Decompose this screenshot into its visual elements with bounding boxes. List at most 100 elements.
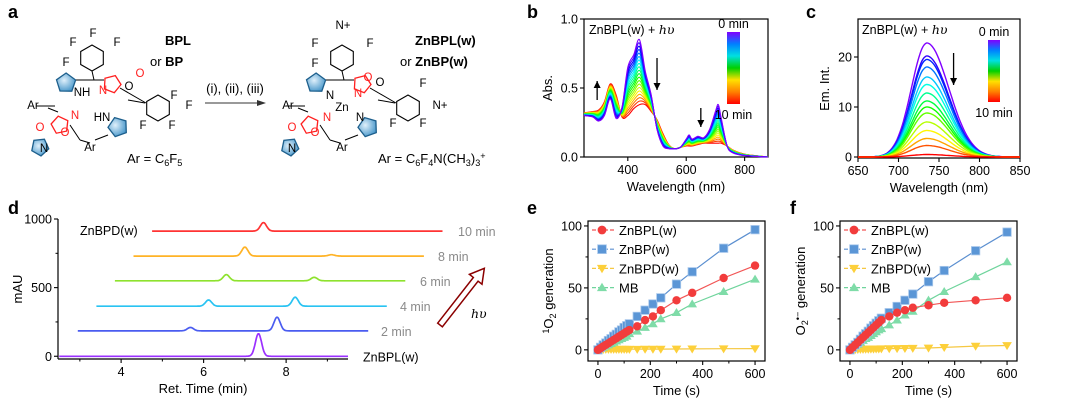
product-ar-definition-part: F: [420, 151, 428, 166]
atom-label: O: [36, 122, 45, 134]
oxazolone-ring: [103, 74, 122, 94]
marker-circle: [1002, 293, 1012, 303]
atom-label: F: [62, 57, 69, 69]
marker-triangle-down: [848, 264, 860, 274]
atom-label: Ar: [27, 100, 39, 112]
colorbar-bottom-label: 10 min: [715, 108, 753, 122]
y-axis-label-part: 2: [548, 313, 558, 318]
atom-label: N: [323, 112, 331, 124]
atom-label: N: [99, 85, 107, 97]
hv-arrow-icon: [436, 267, 486, 328]
atom-label: N: [288, 143, 296, 155]
panel-label-e: e: [527, 198, 537, 218]
colorbar-top-label: 0 min: [718, 17, 749, 31]
emission-spectra: [858, 42, 1020, 158]
x-tick-label: 400: [617, 163, 638, 177]
legend-item: MB: [844, 281, 891, 296]
y-axis-label: Abs.: [540, 75, 555, 101]
marker-triangle-up: [892, 315, 902, 324]
colorbar-top-label: 0 min: [979, 25, 1010, 39]
legend-label: MB: [871, 281, 891, 296]
trace-label: 6 min: [420, 275, 451, 289]
series-ZnBPL(w): [845, 293, 1012, 355]
marker-triangle-up: [970, 272, 981, 281]
annotation-italic: hυ: [932, 22, 948, 37]
marker-circle: [924, 301, 933, 310]
marker-triangle-down: [884, 345, 895, 354]
oxazolone-ring: [300, 115, 319, 134]
marker-triangle-up: [923, 295, 934, 304]
trace-label-znbpd: ZnBPD(w): [80, 224, 138, 238]
marker-square: [719, 243, 729, 253]
arrow-down-icon-head: [653, 83, 661, 90]
reactant-ar-definition: Ar = C6F5: [127, 151, 182, 168]
x-tick-label: 8: [283, 365, 290, 379]
product-alt: or ZnBP(w): [400, 54, 468, 69]
marker-circle: [971, 296, 980, 305]
series-ZnBPD(w): [845, 342, 1012, 355]
x-tick-label: 600: [745, 367, 766, 381]
product-alt-prefix: or: [400, 54, 415, 69]
colorbar: [988, 40, 1000, 102]
oxazolone-ring: [353, 74, 372, 94]
x-tick-label: 400: [944, 367, 965, 381]
product-ar-definition-part: 6: [415, 158, 420, 168]
reactant-ar-definition-part: Ar = C: [127, 151, 164, 166]
y-tick-label: 50: [820, 281, 834, 295]
reactant-alt-name: BP: [165, 54, 183, 69]
atom-label: O: [376, 77, 385, 89]
marker-square: [939, 265, 949, 276]
pyrrole-ring: [357, 116, 377, 138]
atom-label: F: [139, 120, 146, 132]
x-tick-label: 0: [846, 367, 853, 381]
atom-label: Zn: [335, 102, 348, 114]
y-axis-label: mAU: [10, 275, 25, 304]
product-ar-definition-part: +: [480, 151, 485, 161]
trace-label: ZnBPL(w): [363, 350, 419, 364]
bond: [329, 139, 341, 144]
marker-triangle-down: [596, 264, 608, 274]
reaction-conditions: (i), (ii), (iii): [206, 81, 264, 96]
y-tick-label: 1000: [24, 213, 52, 227]
legend-label: ZnBPL(w): [871, 223, 929, 238]
y-tick-label: 50: [568, 281, 582, 295]
marker-triangle-down: [632, 345, 643, 354]
marker-triangle-up: [596, 282, 608, 292]
panel-label-a: a: [8, 2, 19, 22]
x-tick-label: 6: [200, 365, 207, 379]
marker-square: [908, 289, 918, 299]
y-tick-label: 100: [561, 219, 582, 233]
marker-triangle-up: [1002, 257, 1012, 266]
marker-triangle-down: [640, 345, 650, 354]
y-tick-label: 10: [838, 101, 852, 115]
x-tick-label: 650: [848, 164, 869, 178]
bond: [377, 99, 396, 104]
atom-label: F: [113, 37, 120, 49]
panel-label-d: d: [8, 198, 19, 218]
product-alt-name: ZnBP(w): [415, 54, 468, 69]
reactant-alt-prefix: or: [150, 54, 165, 69]
marker-triangle-down: [648, 345, 658, 354]
atom-label: O: [136, 68, 145, 80]
legend-item: ZnBPD(w): [844, 261, 931, 276]
x-tick-label: 200: [640, 367, 661, 381]
y-axis-label: O2•− generation: [793, 247, 810, 336]
hv-label: hυ: [471, 306, 487, 321]
y-tick-label: 0: [575, 343, 582, 357]
marker-square: [1002, 227, 1012, 237]
bond: [127, 99, 146, 104]
arrow-up-icon-head: [593, 81, 601, 88]
marker-triangle-up: [655, 314, 666, 323]
atom-label: F: [170, 90, 177, 102]
marker-triangle-down: [892, 345, 902, 354]
chromatogram-trace: [96, 296, 387, 308]
x-axis-label: Ret. Time (min): [159, 381, 248, 396]
atom-label: O: [311, 127, 320, 139]
marker-circle: [892, 308, 902, 317]
bond: [119, 87, 147, 104]
y-tick-label: 0: [45, 350, 52, 364]
product-ar-definition: Ar = C6F4N(CH3)3+: [378, 151, 486, 168]
marker-circle: [625, 325, 634, 335]
